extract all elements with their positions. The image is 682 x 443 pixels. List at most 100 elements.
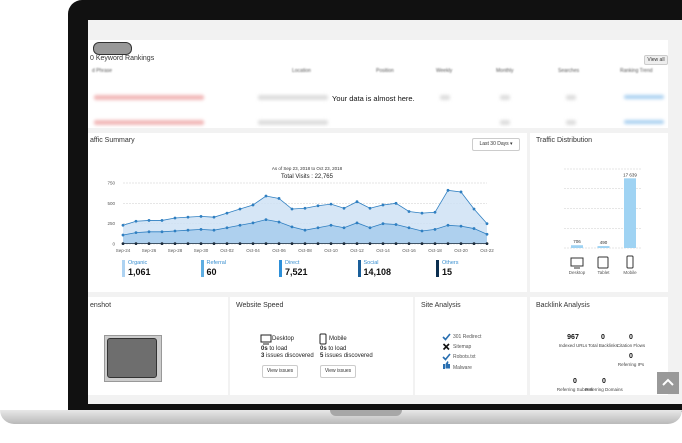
status-icons [442,333,451,369]
data-point [420,211,424,215]
data-point [147,219,151,222]
data-point [420,242,424,245]
mobile-icon [319,333,327,345]
load-value: 0s [320,346,327,352]
blurred-row [440,95,450,100]
view-issues-button[interactable]: View issues [262,365,298,378]
load-text: to load [269,346,288,352]
data-point [264,242,268,245]
metric-label: Citation Flows [616,343,646,348]
data-point [225,226,229,230]
data-point [290,242,294,245]
x-tick-label: Oct-04 [246,248,260,253]
blurred-row [258,95,328,100]
data-point [329,242,333,245]
data-point [381,203,385,207]
column: Searches [558,68,580,74]
traffic-summary-panel: affic Summary Last 30 Days ▾ As of Sep 2… [88,133,527,292]
blurred-row [500,95,510,100]
legend-swatch [279,260,282,277]
device-icons [570,255,634,269]
data-point [485,232,489,236]
traffic-distribution-panel: Traffic Distribution 706 Desktop 490 Tablet… [530,133,668,292]
data-point [303,206,307,210]
check-icon [442,333,451,341]
panel-title: Backlink Analysis [536,302,590,309]
data-point [381,222,385,226]
column: Monthly [496,68,514,74]
data-point [277,197,281,200]
legend-swatch [357,260,361,277]
data-point [134,219,138,223]
data-point [329,202,333,206]
data-point [342,242,346,245]
range-select[interactable]: Last 30 Days ▾ [472,138,520,151]
data-point [407,210,411,213]
data-point [134,231,138,235]
blurred-row [566,120,576,125]
data-point [355,242,359,245]
column: Weekly [436,68,453,74]
data-point [147,242,151,245]
data-point [485,242,489,245]
metric-label: Referring Subnets [556,387,594,392]
data-point [433,210,437,214]
table-header: d Phrase Location Position Weekly Monthl… [88,68,668,80]
data-point [394,223,398,226]
data-point [407,226,411,230]
legend-value: 14,108 [363,267,392,277]
x-tick-label: Oct-06 [272,248,286,253]
blurred-row [500,120,510,125]
data-point [186,242,190,245]
range-label: Last 30 Days [479,141,509,147]
data-point [173,229,177,233]
view-all[interactable]: View all [644,55,668,65]
data-point [433,242,437,245]
view-issues-button[interactable]: View issues [320,365,356,378]
x-tick-label: Mobile [623,270,637,275]
data-point [199,242,203,245]
data-point [472,242,476,245]
blurred-row [94,120,204,125]
x-tick-label: Desktop [569,270,586,275]
data-point [394,201,398,205]
issues-count: 3 [261,353,265,359]
data-point [277,220,281,224]
backlink-panel: Backlink Analysis 967 Indexed URLs 0 Total … [530,297,668,395]
metric-label: Total Backlinks [588,343,618,348]
data-point [485,222,489,226]
data-point [199,227,203,231]
data-point [134,242,138,245]
data-point [212,215,216,219]
data-point [420,229,424,233]
blurred-row [624,95,664,99]
data-point [316,242,320,245]
metric-value: 967 [567,334,579,341]
analysis-item: Malware [453,365,472,371]
metric-label: Indexed URLs [558,343,588,348]
column: Position [376,68,394,74]
y-tick-label: 250 [107,221,115,226]
x-tick-label: Oct-18 [428,248,442,253]
data-point [329,223,333,227]
data-point [121,233,125,237]
data-point [160,219,164,222]
screenshot-panel: enshot [88,297,228,395]
data-point [173,242,177,245]
data-point [368,206,372,210]
legend-swatch [436,260,439,277]
data-point [186,228,190,232]
data-point [342,206,346,210]
data-point [355,200,359,204]
scroll-top-button[interactable] [657,372,679,394]
chart-subtitle: As of Sep 23, 2018 to Oct 23, 2018 [272,166,343,171]
legend-value: 1,061 [128,267,151,277]
load-text: to load [328,346,347,352]
legend-value: 15 [442,267,453,277]
panel-title: Site Analysis [421,302,461,309]
x-tick-label: Oct-20 [454,248,468,253]
tablet-icon [597,256,609,269]
x-tick-label: Oct-08 [298,248,312,253]
pill [93,42,132,55]
